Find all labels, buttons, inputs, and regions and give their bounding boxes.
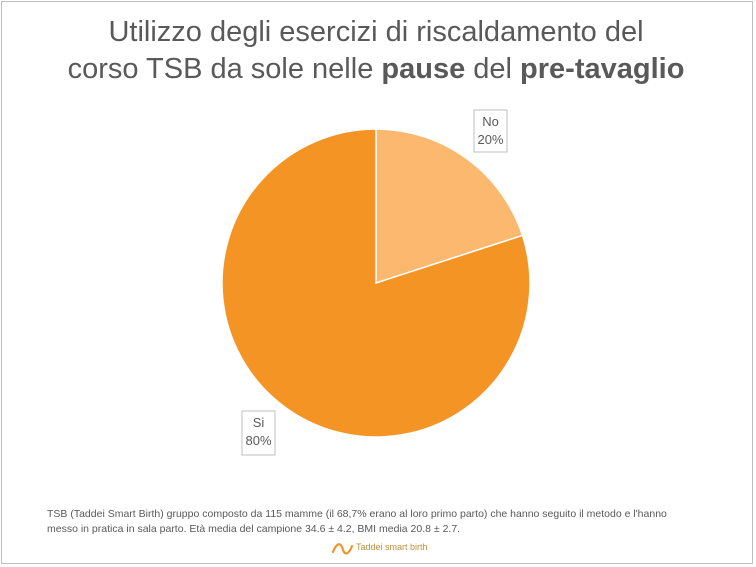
chart-title: Utilizzo degli esercizi di riscaldamento… bbox=[0, 14, 752, 88]
title-line-1: Utilizzo degli esercizi di riscaldamento… bbox=[108, 16, 644, 48]
title-line-2-part-2: del bbox=[465, 53, 521, 85]
footnote: TSB (Taddei Smart Birth) gruppo composto… bbox=[47, 507, 717, 537]
taddei-logo-icon bbox=[331, 543, 354, 555]
data-label-no: No 20% bbox=[473, 109, 508, 153]
title-bold-pause: pause bbox=[381, 53, 466, 85]
data-label-value: 20% bbox=[477, 132, 503, 147]
data-label-category: Si bbox=[253, 415, 265, 430]
data-label-value: 80% bbox=[245, 433, 271, 448]
data-label-category: No bbox=[482, 114, 499, 129]
data-label-box bbox=[241, 410, 276, 456]
title-line-2: corso TSB da sole nelle pause del pre-ta… bbox=[0, 51, 752, 88]
title-line-2-part-1: corso TSB da sole nelle bbox=[67, 53, 382, 85]
footnote-line-2: messo in pratica in sala parto. Età medi… bbox=[47, 523, 461, 535]
data-label-si: Si 80% bbox=[241, 410, 276, 456]
pie-labels: No 20% Si 80% bbox=[241, 109, 508, 456]
pie-slice-no bbox=[375, 128, 524, 285]
data-label-box bbox=[473, 109, 508, 153]
pie-slices bbox=[221, 128, 531, 438]
title-bold-pretavaglio: pre-tavaglio bbox=[520, 53, 685, 85]
footnote-line-1: TSB (Taddei Smart Birth) gruppo composto… bbox=[47, 508, 667, 520]
logo-text: Taddei smart birth bbox=[356, 542, 428, 552]
pie-slice-si bbox=[221, 128, 531, 438]
